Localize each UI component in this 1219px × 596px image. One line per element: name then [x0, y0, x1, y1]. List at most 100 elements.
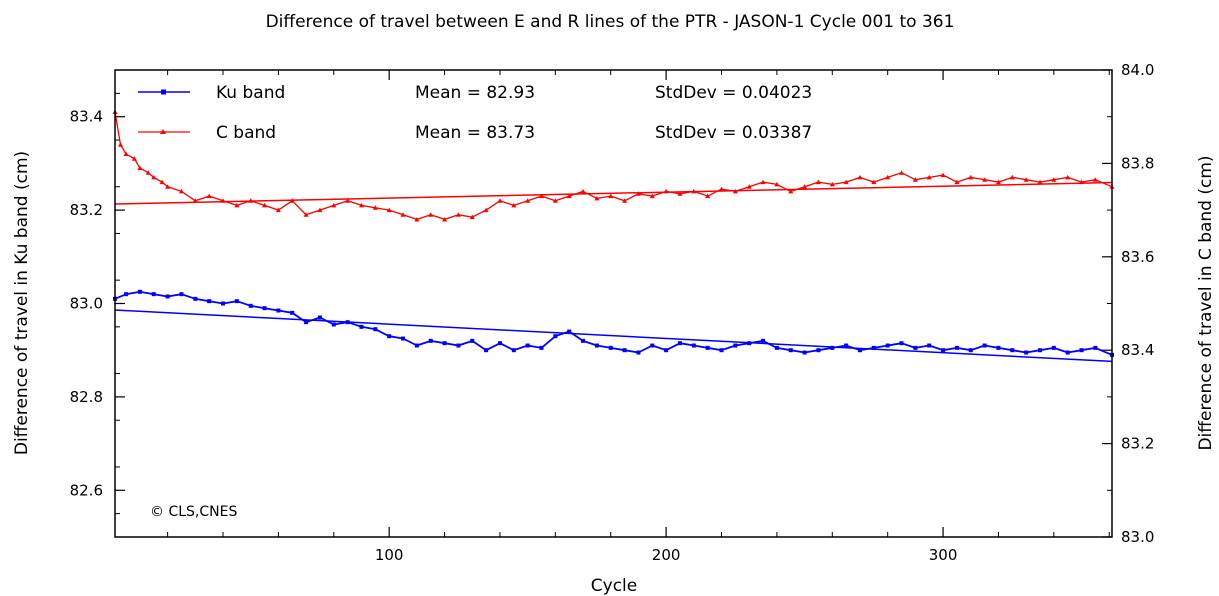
ku-data-point: [844, 343, 849, 348]
c-data-point: [885, 174, 891, 180]
y-right-tick-label: 83.0: [1121, 528, 1154, 546]
c-data-point: [442, 216, 448, 222]
c-data-point: [705, 193, 711, 199]
ku-data-point: [387, 334, 392, 339]
ku-data-point: [788, 348, 793, 353]
ku-data-point: [677, 341, 682, 346]
c-data-point: [746, 184, 752, 189]
c-data-point: [1065, 174, 1071, 180]
c-data-point: [455, 212, 461, 217]
c-data-point: [677, 191, 683, 196]
legend-ku-label: Ku band: [216, 83, 285, 103]
y-right-tick-label: 83.4: [1121, 341, 1154, 359]
c-data-point: [774, 181, 780, 187]
ku-data-point: [331, 322, 336, 327]
c-data-point: [899, 170, 905, 175]
ku-data-point: [304, 320, 309, 325]
legend-c-stddev: StdDev = 0.03387: [655, 123, 812, 143]
c-data-point: [857, 174, 863, 180]
c-data-point: [483, 207, 489, 213]
c-data-point: [1092, 177, 1098, 182]
ku-data-point: [816, 348, 821, 353]
y-right-tick-label: 84.0: [1121, 61, 1154, 79]
ku-data-point: [1010, 348, 1015, 353]
x-tick-label: 200: [652, 546, 681, 564]
right-axis-title: Difference of travel in C band (cm): [1196, 155, 1216, 450]
legend-ku-marker: [161, 89, 166, 95]
ku-data-point: [691, 343, 696, 348]
credit-text: © CLS,CNES: [150, 504, 237, 520]
c-data-point: [289, 198, 295, 203]
ku-data-point: [193, 296, 198, 301]
y-left-tick-label: 82.8: [70, 388, 103, 406]
ku-data-point: [705, 345, 710, 350]
ku-data-point: [262, 306, 267, 311]
c-data-point: [372, 205, 378, 210]
legend-c-marker: [160, 129, 166, 134]
ku-data-point: [733, 343, 738, 348]
ku-data-point: [761, 338, 766, 343]
c-data-point: [622, 198, 628, 203]
c-data-point: [829, 181, 835, 187]
c-data-point: [552, 198, 558, 203]
ku-data-point: [207, 299, 212, 304]
c-data-point: [414, 216, 420, 222]
legend-ku-mean: Mean = 82.93: [415, 83, 535, 103]
c-data-point: [995, 179, 1001, 185]
c-data-point: [608, 193, 614, 199]
c-data-point: [358, 202, 364, 208]
c-data-point: [635, 191, 641, 196]
y-right-tick-label: 83.6: [1121, 248, 1154, 266]
ku-data-point: [622, 348, 627, 353]
ku-data-point: [1024, 350, 1029, 355]
ku-data-point: [234, 299, 239, 304]
c-data-point: [1079, 179, 1085, 185]
c-data-point: [345, 198, 351, 203]
c-data-point: [511, 202, 517, 208]
c-data-point: [954, 179, 960, 185]
ku-data-point: [830, 345, 835, 350]
ku-data-point: [636, 350, 641, 355]
ku-data-point: [871, 345, 876, 350]
ku-data-point: [885, 343, 890, 348]
trend-line-c: [114, 181, 1113, 205]
c-data-point: [940, 172, 946, 178]
c-data-point: [400, 212, 406, 217]
c-data-point: [497, 198, 503, 203]
ku-data-point: [525, 343, 530, 348]
c-data-point: [691, 188, 697, 194]
ku-data-point: [996, 345, 1001, 350]
ku-data-point: [179, 292, 184, 297]
ku-data-point: [802, 350, 807, 355]
ku-data-point: [899, 341, 904, 346]
ku-data-point: [151, 292, 156, 297]
ku-data-point: [857, 348, 862, 353]
c-data-point: [843, 179, 849, 185]
c-data-point: [788, 188, 794, 194]
ku-data-point: [248, 303, 253, 308]
y-left-tick-label: 83.4: [70, 108, 103, 126]
c-data-point: [192, 198, 198, 203]
c-data-point: [649, 193, 655, 199]
ku-data-point: [539, 345, 544, 350]
ku-data-point: [497, 341, 502, 346]
ku-data-point: [1065, 350, 1070, 355]
c-data-point: [719, 186, 725, 192]
c-data-point: [303, 212, 309, 217]
c-data-point: [123, 151, 129, 157]
ku-data-point: [774, 345, 779, 350]
ku-data-point: [941, 348, 946, 353]
ku-data-point: [594, 343, 599, 348]
c-data-point: [760, 179, 766, 185]
x-axis-title: Cycle: [591, 576, 637, 596]
ku-data-point: [414, 343, 419, 348]
legend-c-mean: Mean = 83.73: [415, 123, 535, 143]
ku-data-point: [276, 308, 281, 313]
ku-data-point: [359, 324, 364, 329]
ku-data-point: [124, 292, 129, 297]
ku-data-point: [982, 343, 987, 348]
c-data-point: [145, 170, 151, 175]
ku-data-point: [511, 348, 516, 353]
legend: Ku band Mean = 82.93 StdDev = 0.04023 C …: [138, 83, 812, 143]
